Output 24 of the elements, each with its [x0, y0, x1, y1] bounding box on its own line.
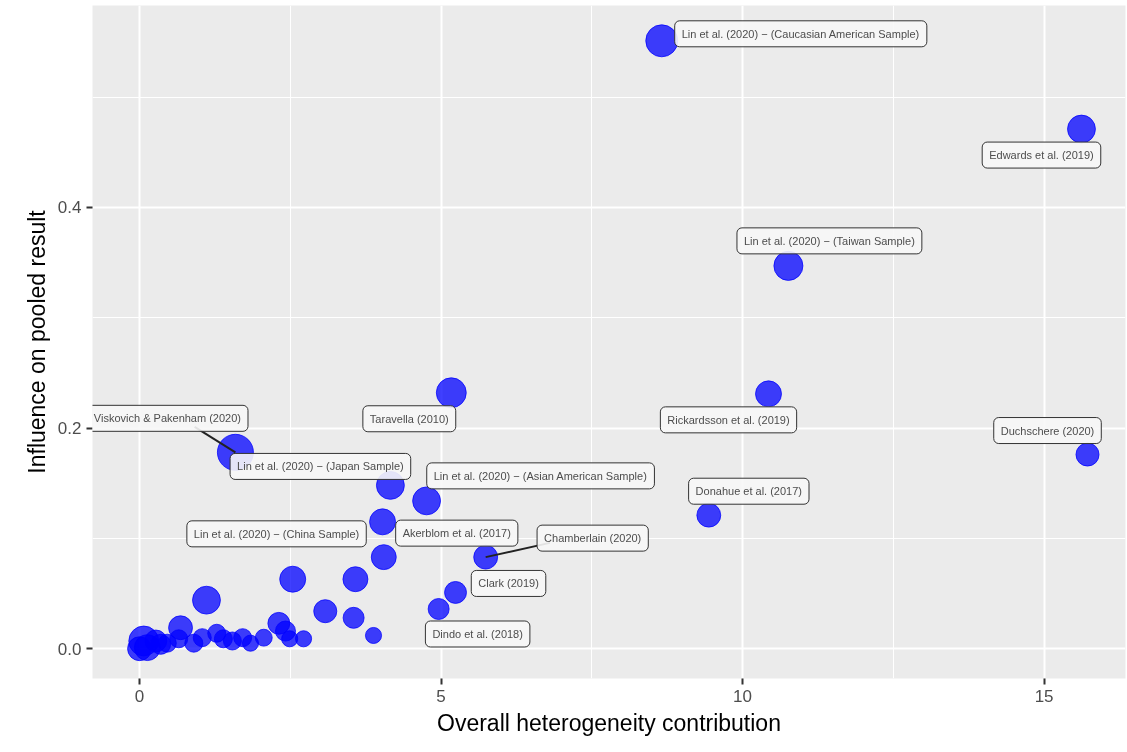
x-tick-label: 15: [1034, 686, 1054, 706]
annotation: Duchschere (2020): [1000, 424, 1095, 437]
annotation: Lin et al. (2020) − (Caucasian American Sample): [681, 27, 920, 40]
annotation: Lin et al. (2020) − (Taiwan Sample): [743, 234, 915, 247]
y-tick-label: 0.2: [57, 419, 82, 439]
annotation: Lin et al. (2020) − (China Sample): [193, 527, 360, 540]
x-tick-label: 5: [436, 686, 446, 706]
x-axis-title: Overall heterogeneity contribution: [437, 709, 781, 736]
annotation: Lin et al. (2020) − (Japan Sample): [237, 460, 404, 473]
annotation: Rickardsson et al. (2019): [667, 413, 790, 426]
x-tick-label: 10: [733, 686, 753, 706]
annotation: Chamberlain (2020): [544, 532, 642, 545]
annotation: Akerblom et al. (2017): [402, 527, 511, 540]
annotation: Lin et al. (2020) − (Asian American Sample): [433, 469, 647, 482]
y-axis-title: Influence on pooled result: [23, 209, 50, 474]
annotation: Dindo et al. (2018): [432, 627, 523, 640]
y-tick-label: 0.0: [57, 639, 82, 659]
annotation: Clark (2019): [478, 577, 539, 590]
annotation: Edwards et al. (2019): [989, 149, 1094, 162]
annotation: Donahue et al. (2017): [695, 485, 803, 498]
y-tick-label: 0.4: [57, 198, 82, 218]
annotation: Viskovich & Pakenham (2020): [93, 412, 241, 425]
x-tick-label: 0: [134, 686, 145, 706]
annotation: Taravella (2010): [369, 412, 449, 425]
